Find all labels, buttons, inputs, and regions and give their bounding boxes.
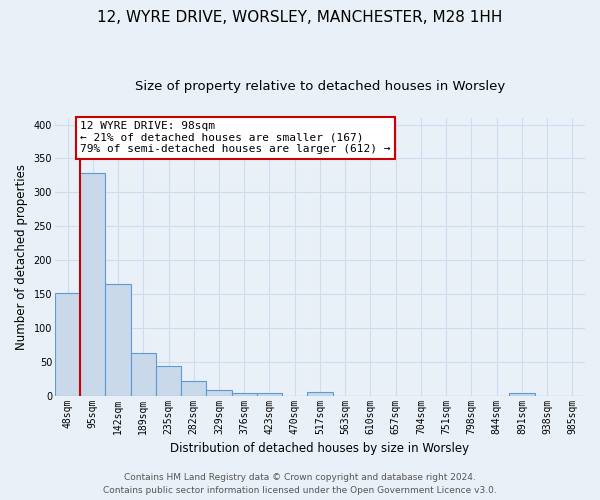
Text: Contains HM Land Registry data © Crown copyright and database right 2024.
Contai: Contains HM Land Registry data © Crown c… <box>103 474 497 495</box>
Bar <box>80 174 106 396</box>
Y-axis label: Number of detached properties: Number of detached properties <box>15 164 28 350</box>
X-axis label: Distribution of detached houses by size in Worsley: Distribution of detached houses by size … <box>170 442 470 455</box>
Text: 12, WYRE DRIVE, WORSLEY, MANCHESTER, M28 1HH: 12, WYRE DRIVE, WORSLEY, MANCHESTER, M28… <box>97 10 503 25</box>
Bar <box>307 392 332 396</box>
Bar <box>181 382 206 396</box>
Text: 12 WYRE DRIVE: 98sqm
← 21% of detached houses are smaller (167)
79% of semi-deta: 12 WYRE DRIVE: 98sqm ← 21% of detached h… <box>80 121 391 154</box>
Bar <box>509 393 535 396</box>
Bar <box>206 390 232 396</box>
Bar <box>106 284 131 396</box>
Bar <box>55 292 80 396</box>
Bar <box>257 393 282 396</box>
Title: Size of property relative to detached houses in Worsley: Size of property relative to detached ho… <box>135 80 505 93</box>
Bar <box>156 366 181 396</box>
Bar <box>232 393 257 396</box>
Bar <box>131 353 156 396</box>
